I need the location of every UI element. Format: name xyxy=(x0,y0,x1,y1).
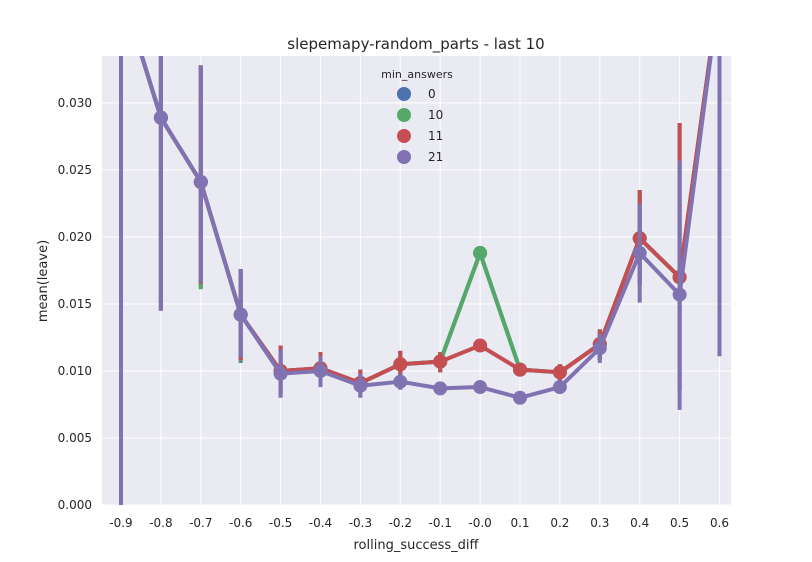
data-point xyxy=(433,381,448,396)
legend-marker xyxy=(397,87,411,101)
series-line xyxy=(139,56,713,400)
series-21 xyxy=(119,56,722,505)
y-tick-label: 0.005 xyxy=(58,431,92,445)
x-tick-label: 0.3 xyxy=(590,516,609,530)
x-tick-label: 0.5 xyxy=(670,516,689,530)
x-tick-label: -0.5 xyxy=(269,516,292,530)
data-point xyxy=(393,357,408,372)
series-layer xyxy=(119,56,722,505)
y-axis-label: mean(leave) xyxy=(36,240,51,322)
x-ticks: -0.9 -0.8 -0.7 -0.6 -0.5 -0.4 -0.3 -0.2 -0.1 -0.0… xyxy=(109,516,729,530)
legend: min_answers 0 10 11 21 xyxy=(381,68,453,164)
y-tick-label: 0.015 xyxy=(58,297,92,311)
x-tick-label: -0.2 xyxy=(389,516,412,530)
legend-label: 11 xyxy=(428,129,443,143)
data-point xyxy=(632,246,647,261)
legend-title: min_answers xyxy=(381,68,453,81)
x-tick-label: -0.7 xyxy=(189,516,212,530)
data-point xyxy=(233,307,248,322)
data-point xyxy=(672,287,687,302)
x-axis-label: rolling_success_diff xyxy=(353,538,479,553)
x-tick-label: 0.1 xyxy=(510,516,529,530)
data-point xyxy=(153,110,168,125)
y-tick-label: 0.010 xyxy=(58,364,92,378)
x-tick-label: -0.9 xyxy=(109,516,132,530)
x-tick-label: -0.3 xyxy=(349,516,372,530)
x-tick-label: -0.4 xyxy=(309,516,332,530)
y-tick-label: 0.025 xyxy=(58,163,92,177)
x-tick-label: -0.0 xyxy=(468,516,491,530)
legend-label: 10 xyxy=(428,108,443,122)
data-point xyxy=(193,174,208,189)
data-point xyxy=(552,380,567,395)
y-tick-label: 0.000 xyxy=(58,498,92,512)
data-point xyxy=(433,354,448,369)
y-tick-label: 0.020 xyxy=(58,230,92,244)
data-point xyxy=(353,378,368,393)
data-point xyxy=(513,362,527,377)
x-tick-label: 0.6 xyxy=(710,516,729,530)
x-tick-label: -0.1 xyxy=(428,516,451,530)
y-ticks: 0.000 0.005 0.010 0.015 0.020 0.025 0.030 xyxy=(58,96,92,512)
data-point xyxy=(313,363,328,378)
legend-marker xyxy=(397,150,411,164)
data-point xyxy=(393,374,408,389)
data-point xyxy=(473,338,488,353)
data-point xyxy=(592,341,607,356)
y-tick-label: 0.030 xyxy=(58,96,92,110)
legend-marker xyxy=(397,108,411,122)
x-tick-label: -0.8 xyxy=(149,516,172,530)
data-point xyxy=(552,365,567,380)
data-point xyxy=(273,366,288,381)
x-tick-label: -0.6 xyxy=(229,516,252,530)
legend-marker xyxy=(397,129,411,143)
legend-label: 21 xyxy=(428,150,443,164)
legend-label: 0 xyxy=(428,87,436,101)
x-tick-label: 0.2 xyxy=(550,516,569,530)
data-point xyxy=(473,246,488,261)
data-point xyxy=(513,390,527,405)
x-tick-label: 0.4 xyxy=(630,516,649,530)
chart-title: slepemapy-random_parts - last 10 xyxy=(287,35,544,54)
data-point xyxy=(473,380,488,395)
